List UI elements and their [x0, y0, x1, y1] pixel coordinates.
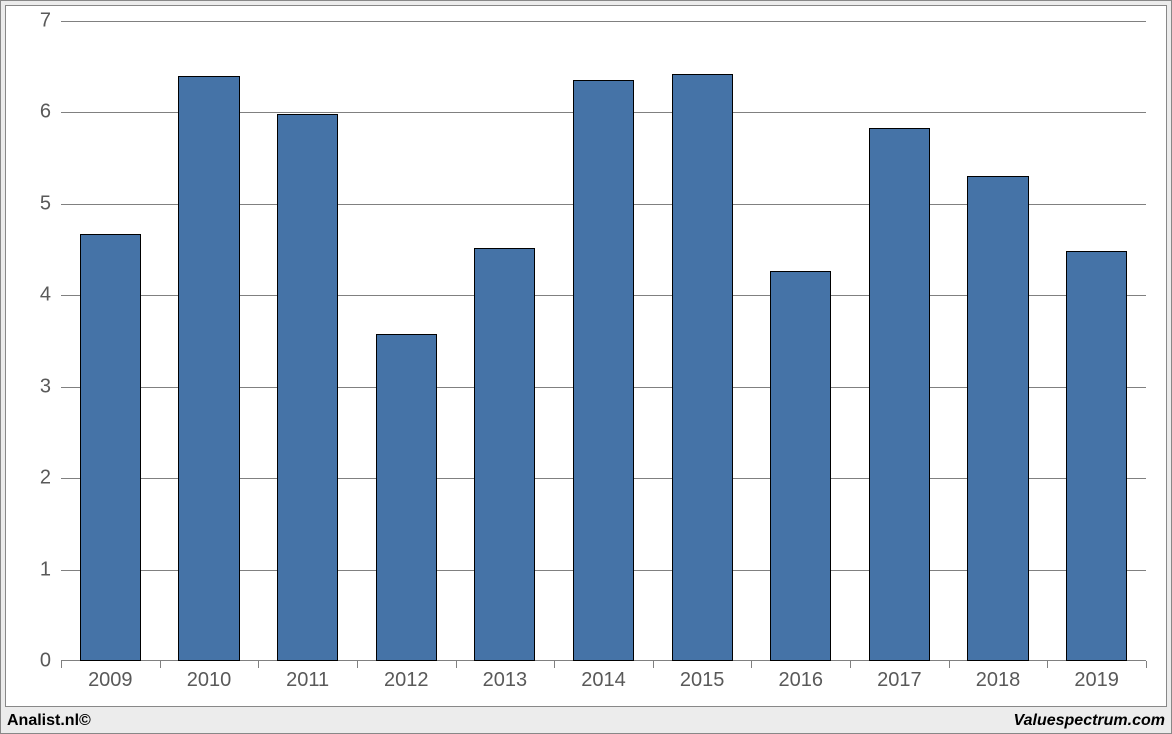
- x-tick-label: 2014: [581, 661, 626, 692]
- x-tick-mark: [949, 661, 950, 668]
- bar: [573, 80, 634, 661]
- bar: [80, 234, 141, 661]
- chart-panel: 0 1 2 3 4 5 6 7 2009 2010 2011 2012 2013 2014 2015 2016…: [5, 5, 1167, 707]
- x-tick-mark: [61, 661, 62, 668]
- footer-left-text: Analist.nl©: [7, 712, 91, 730]
- y-tick-label: 0: [40, 650, 61, 673]
- x-tick-label: 2013: [483, 661, 528, 692]
- x-tick-mark: [258, 661, 259, 668]
- footer-right-text: Valuespectrum.com: [1014, 712, 1165, 730]
- x-tick-mark: [850, 661, 851, 668]
- x-tick-label: 2012: [384, 661, 429, 692]
- footer: Analist.nl© Valuespectrum.com: [1, 711, 1171, 733]
- bar: [869, 128, 930, 661]
- x-tick-label: 2016: [779, 661, 824, 692]
- bar: [672, 74, 733, 661]
- x-tick-mark: [1146, 661, 1147, 668]
- x-tick-label: 2011: [286, 661, 329, 692]
- x-tick-label: 2017: [877, 661, 922, 692]
- x-tick-label: 2019: [1074, 661, 1119, 692]
- x-tick-mark: [160, 661, 161, 668]
- x-tick-label: 2009: [88, 661, 133, 692]
- y-tick-label: 2: [40, 467, 61, 490]
- x-tick-mark: [456, 661, 457, 668]
- bar: [1066, 251, 1127, 662]
- y-tick-label: 7: [40, 10, 61, 33]
- x-tick-mark: [653, 661, 654, 668]
- bar: [277, 114, 338, 661]
- x-tick-label: 2015: [680, 661, 725, 692]
- bar: [770, 271, 831, 661]
- y-tick-label: 5: [40, 192, 61, 215]
- y-tick-label: 6: [40, 101, 61, 124]
- bar: [967, 176, 1028, 661]
- bar: [474, 248, 535, 661]
- x-tick-label: 2018: [976, 661, 1021, 692]
- y-tick-label: 4: [40, 284, 61, 307]
- y-tick-label: 1: [40, 558, 61, 581]
- bar: [178, 76, 239, 661]
- grid-line: [61, 21, 1146, 22]
- x-tick-mark: [554, 661, 555, 668]
- x-tick-mark: [1047, 661, 1048, 668]
- x-tick-mark: [357, 661, 358, 668]
- y-tick-label: 3: [40, 375, 61, 398]
- plot-area: 0123456720092010201120122013201420152016…: [61, 21, 1146, 661]
- bar: [376, 334, 437, 661]
- outer-frame: 0 1 2 3 4 5 6 7 2009 2010 2011 2012 2013 2014 2015 2016…: [0, 0, 1172, 734]
- x-tick-mark: [751, 661, 752, 668]
- x-tick-label: 2010: [187, 661, 232, 692]
